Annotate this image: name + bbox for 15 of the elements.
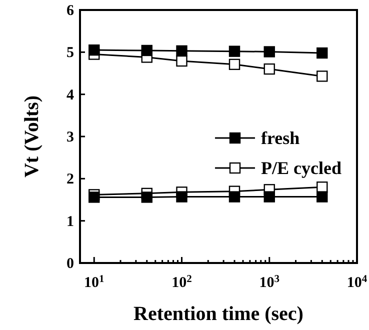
legend-label: P/E cycled (261, 158, 342, 178)
y-tick-label: 4 (66, 87, 74, 104)
y-tick-label: 5 (66, 45, 74, 62)
x-tick-label: 10$^{4}$ (346, 274, 368, 291)
x-tick-label: 10$^{2}$ (172, 274, 192, 291)
x-tick-label: 10$^{1}$ (84, 274, 104, 291)
y-tick-label: 1 (66, 214, 74, 230)
y-tick-label: 3 (66, 130, 74, 146)
y-tick-label: 2 (66, 172, 74, 188)
legend-label: fresh (261, 128, 300, 148)
y-tick-label: 6 (66, 3, 74, 19)
x-axis-title: Retention time (sec) (134, 303, 304, 325)
x-tick-label: 10$^{3}$ (259, 274, 280, 291)
y-tick-label: 0 (66, 256, 74, 272)
y-axis-title: Vt (Volts) (21, 95, 43, 178)
